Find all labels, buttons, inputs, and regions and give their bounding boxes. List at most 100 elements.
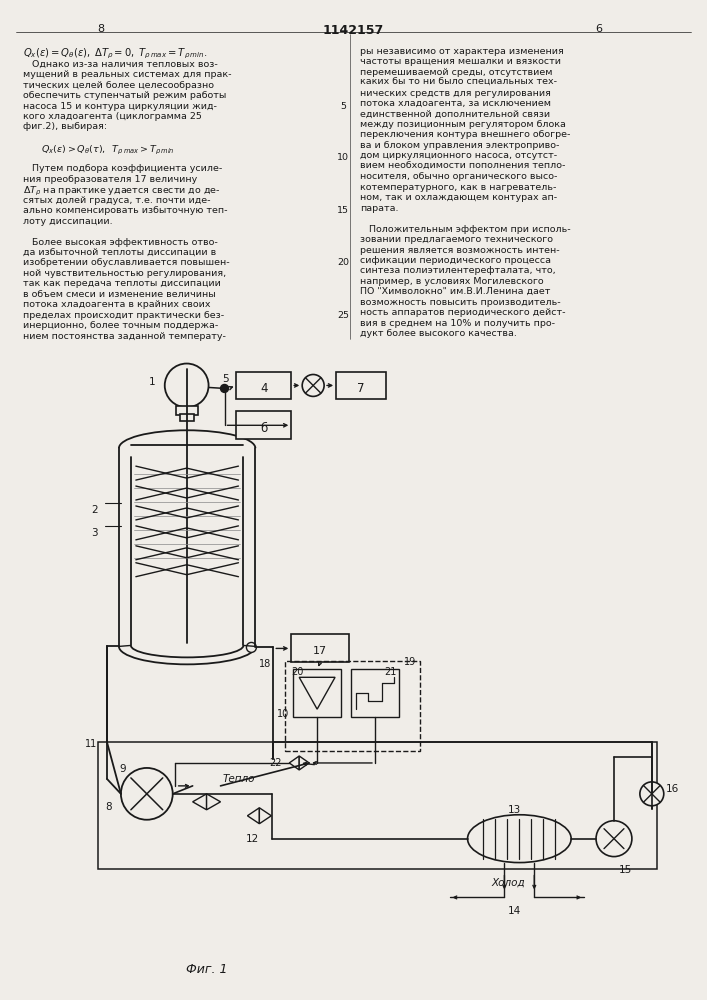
Text: Однако из-за наличия тепловых воз-: Однако из-за наличия тепловых воз- xyxy=(23,60,218,69)
Text: 1142157: 1142157 xyxy=(322,24,384,37)
Text: 11: 11 xyxy=(85,739,98,749)
Text: ры независимо от характера изменения: ры независимо от характера изменения xyxy=(360,47,563,56)
Text: мущений в реальных системах для прак-: мущений в реальных системах для прак- xyxy=(23,70,232,79)
Polygon shape xyxy=(289,756,299,770)
Polygon shape xyxy=(206,794,221,810)
Bar xyxy=(236,372,291,399)
Polygon shape xyxy=(192,794,206,810)
Text: 13: 13 xyxy=(508,805,521,815)
Text: 8: 8 xyxy=(98,24,105,34)
Text: Тепло: Тепло xyxy=(223,774,255,784)
Text: 12: 12 xyxy=(245,834,259,844)
Text: 25: 25 xyxy=(337,311,349,320)
Text: 19: 19 xyxy=(404,657,416,667)
Text: Более высокая эффективность отво-: Более высокая эффективность отво- xyxy=(23,238,218,247)
Text: кого хладоагента (циклограмма 25: кого хладоагента (циклограмма 25 xyxy=(23,112,202,121)
Text: да избыточной теплоты диссипации в: да избыточной теплоты диссипации в xyxy=(23,248,216,257)
Polygon shape xyxy=(299,756,309,770)
Circle shape xyxy=(165,364,209,407)
Text: изобретении обуславливается повышен-: изобретении обуславливается повышен- xyxy=(23,258,230,267)
Text: ва и блоком управления электроприво-: ва и блоком управления электроприво- xyxy=(360,141,559,150)
Bar xyxy=(336,372,386,399)
Text: например, в условиях Могилевского: например, в условиях Могилевского xyxy=(360,277,544,286)
Polygon shape xyxy=(247,808,259,824)
Text: $\Delta T_\rho$ на практике удается свести до де-: $\Delta T_\rho$ на практике удается свес… xyxy=(23,185,221,198)
Text: тических целей более целесообразно: тических целей более целесообразно xyxy=(23,81,214,90)
Text: 14: 14 xyxy=(508,906,521,916)
Text: лоту диссипации.: лоту диссипации. xyxy=(23,217,113,226)
Text: 7: 7 xyxy=(357,382,365,395)
Text: 6: 6 xyxy=(595,24,602,34)
Text: фиг.2), выбирая:: фиг.2), выбирая: xyxy=(23,122,107,131)
Text: насоса 15 и контура циркуляции жид-: насоса 15 и контура циркуляции жид- xyxy=(23,102,217,111)
Text: между позиционным регулятором блока: между позиционным регулятором блока xyxy=(360,120,566,129)
Text: 15: 15 xyxy=(337,206,349,215)
Text: дом циркуляционного насоса, отсутст-: дом циркуляционного насоса, отсутст- xyxy=(360,151,557,160)
Text: ально компенсировать избыточную теп-: ально компенсировать избыточную теп- xyxy=(23,206,228,215)
Text: вия в среднем на 10% и получить про-: вия в среднем на 10% и получить про- xyxy=(360,319,555,328)
Text: Положительным эффектом при исполь-: Положительным эффектом при исполь- xyxy=(360,225,571,234)
Text: сификации периодического процесса: сификации периодического процесса xyxy=(360,256,551,265)
Circle shape xyxy=(302,374,324,396)
Ellipse shape xyxy=(467,815,571,863)
Text: так как передача теплоты диссипации: так как передача теплоты диссипации xyxy=(23,279,221,288)
Text: нием постоянства заданной температу-: нием постоянства заданной температу- xyxy=(23,332,226,341)
Text: 9: 9 xyxy=(119,764,126,774)
Text: переключения контура внешнего обогре-: переключения контура внешнего обогре- xyxy=(360,130,571,139)
Text: 16: 16 xyxy=(666,784,679,794)
Text: котемпературного, как в нагреватель-: котемпературного, как в нагреватель- xyxy=(360,183,556,192)
Text: 3: 3 xyxy=(91,528,98,538)
Text: инерционно, более точным поддержа-: инерционно, более точным поддержа- xyxy=(23,321,218,330)
Text: Холод: Холод xyxy=(491,878,525,888)
Text: 10: 10 xyxy=(277,709,290,719)
Text: каких бы то ни было специальных тех-: каких бы то ни было специальных тех- xyxy=(360,78,557,87)
Text: 8: 8 xyxy=(105,802,112,812)
Text: парата.: парата. xyxy=(360,204,399,213)
Text: единственной дополнительной связи: единственной дополнительной связи xyxy=(360,110,550,119)
Bar xyxy=(291,634,349,662)
Polygon shape xyxy=(259,808,271,824)
Text: ном, так и охлаждающем контурах ап-: ном, так и охлаждающем контурах ап- xyxy=(360,193,557,202)
Text: обеспечить ступенчатый режим работы: обеспечить ступенчатый режим работы xyxy=(23,91,227,100)
Text: нических средств для регулирования: нических средств для регулирования xyxy=(360,89,551,98)
Text: дукт более высокого качества.: дукт более высокого качества. xyxy=(360,329,517,338)
Text: 2: 2 xyxy=(91,505,98,515)
Text: ной чувствительностью регулирования,: ной чувствительностью регулирования, xyxy=(23,269,226,278)
Text: $Q_x(\varepsilon)>Q_\theta(\tau),\;\;T_{\rho\,max}>T_{\rho\,min}$: $Q_x(\varepsilon)>Q_\theta(\tau),\;\;T_{… xyxy=(23,143,175,157)
Text: 5: 5 xyxy=(340,102,346,111)
Text: 20: 20 xyxy=(337,258,349,267)
Bar xyxy=(98,742,657,869)
Text: возможность повысить производитель-: возможность повысить производитель- xyxy=(360,298,561,307)
Bar xyxy=(293,669,341,717)
Text: потока хладоагента, за исключением: потока хладоагента, за исключением xyxy=(360,99,551,108)
Circle shape xyxy=(121,768,173,820)
Bar xyxy=(351,669,399,717)
Text: 21: 21 xyxy=(385,667,397,677)
Circle shape xyxy=(640,782,664,806)
Text: потока хладоагента в крайних своих: потока хладоагента в крайних своих xyxy=(23,300,211,309)
Text: в объем смеси и изменение величины: в объем смеси и изменение величины xyxy=(23,290,216,299)
Text: 15: 15 xyxy=(619,865,632,875)
Text: 18: 18 xyxy=(259,659,271,669)
Text: 4: 4 xyxy=(260,382,268,395)
Bar xyxy=(236,411,291,439)
Text: носителя, обычно органического высо-: носителя, обычно органического высо- xyxy=(360,172,557,181)
Text: 22: 22 xyxy=(269,758,282,768)
Circle shape xyxy=(596,821,632,857)
Text: $Q_x(\varepsilon)=Q_\theta(\varepsilon),\;\Delta T_\rho=0,\;T_{\rho\,max}=T_{\rh: $Q_x(\varepsilon)=Q_\theta(\varepsilon),… xyxy=(23,47,208,61)
Text: 20: 20 xyxy=(291,667,303,677)
Text: 17: 17 xyxy=(313,646,327,656)
Text: зовании предлагаемого технического: зовании предлагаемого технического xyxy=(360,235,553,244)
Text: Фиг. 1: Фиг. 1 xyxy=(186,963,227,976)
Text: решения является возможность интен-: решения является возможность интен- xyxy=(360,246,560,255)
Text: перемешиваемой среды, отсутствием: перемешиваемой среды, отсутствием xyxy=(360,68,552,77)
Text: 10: 10 xyxy=(337,153,349,162)
Text: Путем подбора коэффициента усиле-: Путем подбора коэффициента усиле- xyxy=(23,164,223,173)
Bar xyxy=(180,414,194,421)
Text: ность аппаратов периодического дейст-: ность аппаратов периодического дейст- xyxy=(360,308,566,317)
Bar xyxy=(285,661,420,751)
Text: вием необходимости пополнения тепло-: вием необходимости пополнения тепло- xyxy=(360,162,566,171)
Text: ния преобразователя 17 величину: ния преобразователя 17 величину xyxy=(23,175,197,184)
Text: сятых долей градуса, т.е. почти иде-: сятых долей градуса, т.е. почти иде- xyxy=(23,196,211,205)
Text: 5: 5 xyxy=(223,374,229,384)
